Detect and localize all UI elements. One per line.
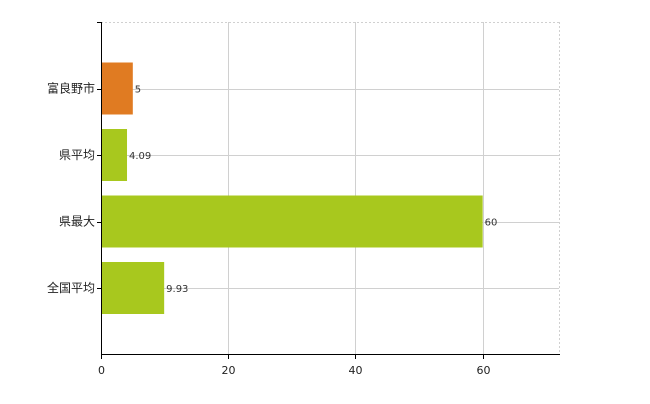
x-tick-label-0: 0 [98, 364, 105, 377]
bar-2 [102, 195, 483, 248]
x-tick-label-2: 40 [349, 364, 363, 377]
category-label-1: 県平均 [59, 148, 95, 162]
bar-3 [102, 262, 165, 314]
category-label-3: 全国平均 [47, 280, 95, 295]
data-label-0: 5 [135, 85, 141, 96]
data-label-1: 4.09 [129, 151, 151, 162]
bar-0 [102, 62, 133, 115]
category-label-0: 富良野市 [47, 81, 95, 96]
bars-layer [102, 62, 483, 314]
category-label-2: 県最大 [59, 215, 95, 229]
data-label-2: 60 [485, 218, 498, 229]
bar-1 [102, 129, 128, 181]
labels-layer: 5 富良野市 4.09 県平均 60 県最大 9.93 全国平均 0 20 40 60 [47, 81, 497, 378]
x-tick-label-3: 60 [477, 364, 491, 377]
data-label-3: 9.93 [166, 284, 188, 295]
grid-layer [101, 22, 560, 354]
axes-layer [97, 22, 560, 359]
x-tick-label-1: 20 [222, 364, 236, 377]
